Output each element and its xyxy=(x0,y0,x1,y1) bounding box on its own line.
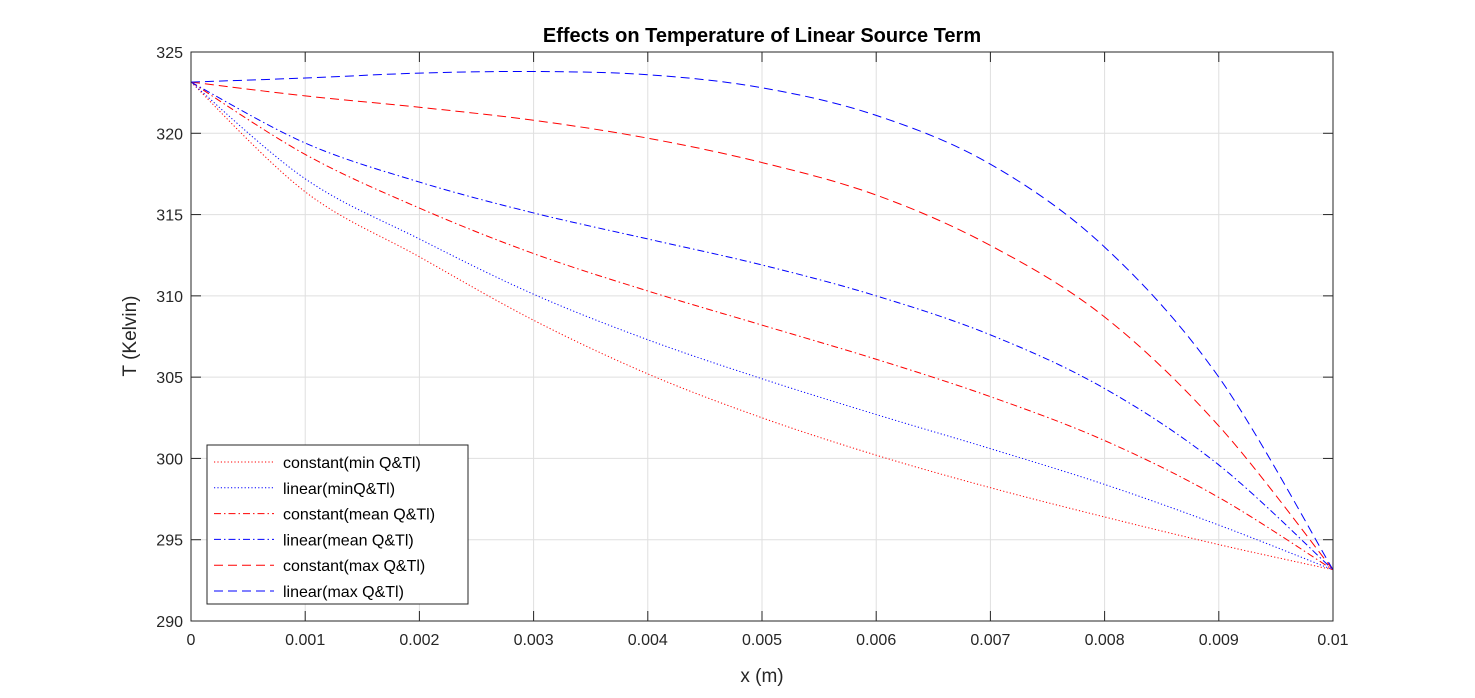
series-line xyxy=(190,81,1334,571)
y-tick-label: 315 xyxy=(156,208,183,225)
chart-title: Effects on Temperature of Linear Source … xyxy=(543,25,981,47)
x-tick-label: 0.004 xyxy=(628,632,668,649)
axis-ticks: 0 0.001 0.002 0.003 0.004 0.005 0.006 0.007 0.00… xyxy=(156,45,1348,649)
x-tick-label: 0.001 xyxy=(285,632,325,649)
series-line xyxy=(190,81,1334,571)
series-line xyxy=(190,70,1334,571)
y-tick-label: 300 xyxy=(156,451,183,468)
series-lines xyxy=(190,70,1334,571)
x-tick-label: 0.008 xyxy=(1085,632,1125,649)
y-tick-label: 295 xyxy=(156,533,183,550)
x-axis-label: x (m) xyxy=(740,666,783,687)
legend-label: linear(minQ&Tl) xyxy=(283,481,395,498)
y-tick-label: 305 xyxy=(156,370,183,387)
legend-label: constant(max Q&Tl) xyxy=(283,558,425,575)
x-tick-label: 0 xyxy=(187,632,196,649)
legend-label: linear(mean Q&Tl) xyxy=(283,532,414,549)
y-tick-label: 310 xyxy=(156,289,183,306)
legend: constant(min Q&Tl) linear(minQ&Tl) constan… xyxy=(206,444,469,605)
series-line xyxy=(190,81,1334,571)
x-tick-label: 0.002 xyxy=(399,632,439,649)
y-tick-label: 290 xyxy=(156,614,183,631)
x-tick-label: 0.006 xyxy=(856,632,896,649)
x-tick-label: 0.009 xyxy=(1199,632,1239,649)
legend-items: constant(min Q&Tl) linear(minQ&Tl) constan… xyxy=(214,455,435,601)
x-tick-label: 0.005 xyxy=(742,632,782,649)
x-tick-label: 0.007 xyxy=(970,632,1010,649)
x-tick-label: 0.003 xyxy=(514,632,554,649)
legend-label: linear(max Q&Tl) xyxy=(283,584,404,601)
x-tick-label: 0.01 xyxy=(1317,632,1348,649)
legend-label: constant(min Q&Tl) xyxy=(283,455,421,472)
legend-label: constant(mean Q&Tl) xyxy=(283,507,435,524)
y-tick-label: 320 xyxy=(156,126,183,143)
legend-box xyxy=(206,444,469,605)
y-tick-label: 325 xyxy=(156,45,183,62)
y-axis-label: T (Kelvin) xyxy=(120,296,141,377)
